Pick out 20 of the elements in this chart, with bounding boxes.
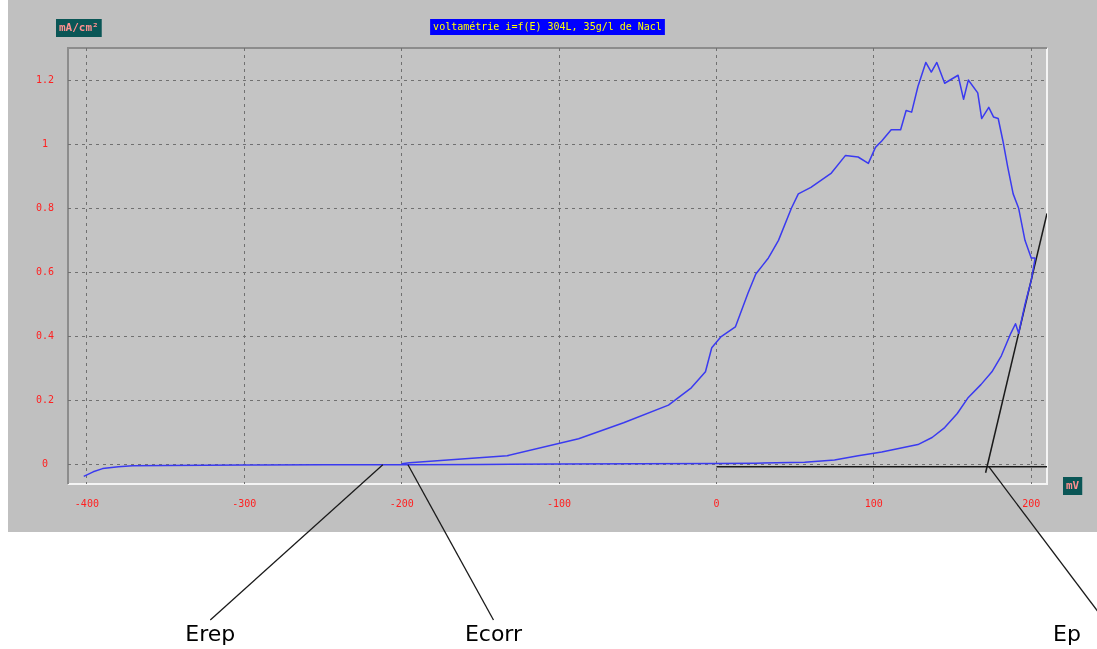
y-tick-label: 0.4 [35,330,54,342]
x-tick-label: -400 [74,497,99,509]
y-tick-label: 0.2 [35,394,54,406]
x-tick-label: -300 [232,497,257,509]
y-tick-label: 0.6 [35,266,54,278]
x-tick-label: 0 [713,497,720,509]
x-tick-label: 200 [1022,497,1041,509]
x-tick-label: 100 [864,497,883,509]
x-tick-label: -100 [547,497,572,509]
y-tick-label: 1 [41,137,48,149]
y-tick-label: 0 [41,458,48,470]
annotation: Ecorr [464,620,523,646]
y-tick-label: 0.8 [35,201,54,213]
y-tick-label: 1.2 [35,73,54,85]
chart-title: voltamétrie i=f(E) 304L, 35g/l de Nacl [433,20,662,32]
annotation: Erep [185,620,236,646]
x-tick-label: -200 [389,497,414,509]
annotation: Ep [1053,620,1081,646]
x-axis-title: mV [1066,478,1080,492]
y-axis-title: mA/cm² [59,20,99,34]
